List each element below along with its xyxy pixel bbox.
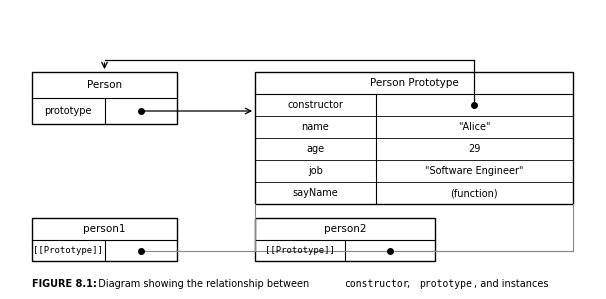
Bar	[255, 72, 573, 204]
Bar	[32, 218, 177, 261]
Text: person1: person1	[83, 224, 126, 234]
Text: [[Prototype]]: [[Prototype]]	[265, 246, 335, 255]
Bar	[255, 218, 435, 261]
Text: Person: Person	[87, 80, 122, 90]
Text: job: job	[308, 166, 323, 176]
Text: FIGURE 8.1:: FIGURE 8.1:	[32, 279, 97, 289]
Bar	[32, 72, 177, 124]
Text: , and instances: , and instances	[474, 279, 548, 289]
Text: "Software Engineer": "Software Engineer"	[425, 166, 524, 176]
Text: sayName: sayName	[293, 188, 338, 198]
Text: age: age	[307, 144, 324, 154]
Text: prototype: prototype	[419, 279, 472, 289]
Text: person2: person2	[324, 224, 366, 234]
Text: [[Prototype]]: [[Prototype]]	[33, 246, 103, 255]
Text: 29: 29	[468, 144, 481, 154]
Text: constructor: constructor	[287, 100, 344, 110]
Text: prototype: prototype	[44, 106, 92, 116]
Text: Diagram showing the relationship between: Diagram showing the relationship between	[92, 279, 312, 289]
Text: "Alice": "Alice"	[458, 122, 491, 132]
Text: Person Prototype: Person Prototype	[370, 78, 458, 88]
Text: name: name	[302, 122, 329, 132]
Text: constructor: constructor	[344, 279, 408, 289]
Text: ,: ,	[407, 279, 413, 289]
Text: (function): (function)	[451, 188, 498, 198]
